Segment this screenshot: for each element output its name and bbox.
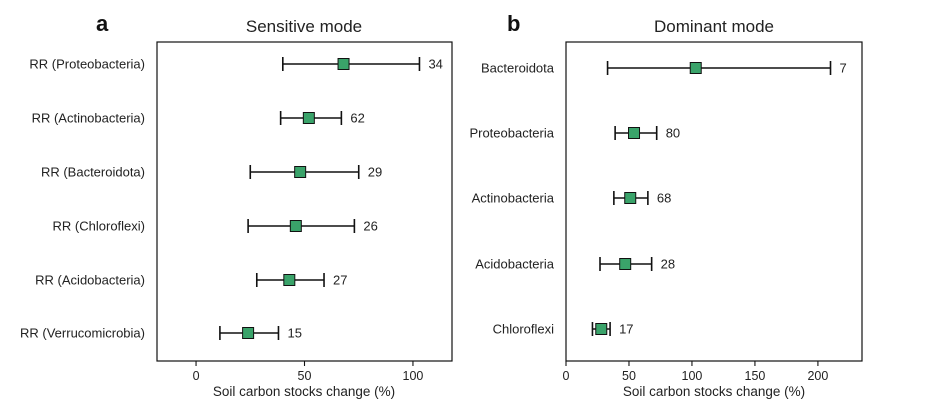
panel-a-x-axis: 0 50 100 [193, 361, 424, 383]
sample-size-label: 34 [428, 57, 442, 72]
x-tick-label: 50 [622, 369, 636, 383]
sample-size-label: 28 [661, 257, 675, 272]
panel-b-x-axis-title: Soil carbon stocks change (%) [623, 384, 805, 399]
forest-row: Bacteroidota 7 [481, 61, 847, 76]
panel-b-x-axis: 0 50 100 150 200 [563, 361, 828, 383]
panel-b-plot-frame [565, 41, 863, 362]
sample-size-label: 29 [368, 165, 382, 180]
x-tick-label: 200 [807, 369, 828, 383]
mean-marker [337, 58, 350, 70]
row-label: RR (Chloroflexi) [53, 219, 145, 234]
panel-a: a Sensitive mode 0 50 100 RR (Proteobacter… [20, 11, 453, 399]
row-label: RR (Verrucomicrobia) [20, 326, 145, 341]
x-tick-label: 100 [682, 369, 703, 383]
forest-row: RR (Chloroflexi) 26 [53, 219, 378, 234]
forest-row: Chloroflexi 17 [493, 322, 634, 337]
mean-marker [624, 192, 637, 204]
row-label: Actinobacteria [472, 191, 555, 206]
mean-marker [689, 62, 702, 74]
panel-a-title: Sensitive mode [246, 17, 362, 36]
x-tick-label: 0 [193, 369, 200, 383]
row-label: RR (Bacteroidota) [41, 165, 145, 180]
forest-row: RR (Acidobacteria) 27 [35, 273, 347, 288]
forest-row: RR (Bacteroidota) 29 [41, 165, 382, 180]
x-tick-label: 100 [403, 369, 424, 383]
panel-a-x-axis-title: Soil carbon stocks change (%) [213, 384, 395, 399]
row-label: Proteobacteria [469, 126, 554, 141]
sample-size-label: 80 [666, 126, 680, 141]
sample-size-label: 68 [657, 191, 671, 206]
row-label: RR (Actinobacteria) [32, 111, 145, 126]
panel-a-plot-frame [156, 41, 453, 362]
mean-marker [595, 323, 608, 335]
panel-a-rows: RR (Proteobacteria) 34 RR (Actinobacteria)… [20, 57, 443, 341]
panel-a-letter: a [96, 11, 109, 36]
forest-row: RR (Verrucomicrobia) 15 [20, 326, 302, 341]
sample-size-label: 15 [287, 326, 301, 341]
sample-size-label: 62 [350, 111, 364, 126]
forest-row: Acidobacteria 28 [475, 257, 675, 272]
forest-row: Proteobacteria 80 [469, 126, 680, 141]
forest-row: RR (Actinobacteria) 62 [32, 111, 365, 126]
panel-b-rows: Bacteroidota 7 Proteobacteria 80 Actinobacte… [469, 61, 846, 337]
mean-marker [302, 112, 315, 124]
sample-size-label: 26 [363, 219, 377, 234]
forest-row: Actinobacteria 68 [472, 191, 672, 206]
row-label: RR (Acidobacteria) [35, 273, 145, 288]
sample-size-label: 17 [619, 322, 633, 337]
forest-row: RR (Proteobacteria) 34 [29, 57, 443, 72]
sample-size-label: 27 [333, 273, 347, 288]
mean-marker [619, 258, 632, 270]
panel-b-title: Dominant mode [654, 17, 774, 36]
panel-b-letter: b [507, 11, 520, 36]
row-label: RR (Proteobacteria) [29, 57, 145, 72]
row-label: Bacteroidota [481, 61, 555, 76]
panel-b: b Dominant mode 0 50 100 150 200 Bacteroidot… [469, 11, 863, 399]
mean-marker [283, 274, 296, 286]
sample-size-label: 7 [840, 61, 847, 76]
x-tick-label: 150 [745, 369, 766, 383]
x-tick-label: 0 [563, 369, 570, 383]
x-tick-label: 50 [298, 369, 312, 383]
mean-marker [242, 327, 255, 339]
mean-marker [294, 166, 307, 178]
mean-marker [628, 127, 641, 139]
mean-marker [289, 220, 302, 232]
row-label: Chloroflexi [493, 322, 555, 337]
row-label: Acidobacteria [475, 257, 555, 272]
